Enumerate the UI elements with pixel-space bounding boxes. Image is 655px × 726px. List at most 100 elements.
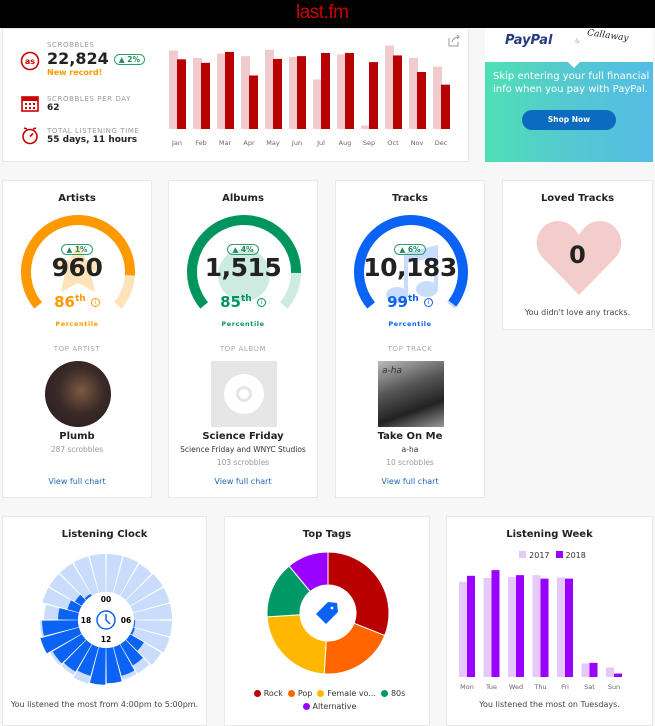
- month-bar-aug-previous[interactable]: [337, 54, 346, 129]
- week-bar-wed-2017[interactable]: [508, 577, 516, 677]
- view-full-chart-link[interactable]: View full chart: [214, 477, 272, 486]
- week-bar-sat-2017[interactable]: [581, 663, 590, 677]
- view-full-chart-link[interactable]: View full chart: [381, 477, 439, 486]
- clock-segment-22[interactable]: [73, 556, 99, 596]
- top-item-name[interactable]: Take On Me: [377, 431, 443, 442]
- top-item-name[interactable]: Science Friday: [202, 431, 284, 442]
- month-bar-may-current[interactable]: [273, 58, 282, 130]
- top-track-image[interactable]: a-ha: [378, 361, 444, 427]
- clock-segment-active-09[interactable]: [120, 640, 143, 666]
- month-bar-feb-previous[interactable]: [193, 57, 202, 130]
- month-bar-jul-previous[interactable]: [313, 79, 322, 129]
- tag-slice-4[interactable]: [288, 551, 329, 593]
- month-bar-jul-current[interactable]: [321, 52, 330, 129]
- month-bar-jun-current[interactable]: [297, 56, 306, 129]
- clock-segment-21[interactable]: [59, 563, 92, 600]
- tag-legend-item[interactable]: Rock: [249, 689, 283, 698]
- month-bar-mar-current[interactable]: [225, 51, 234, 129]
- info-icon[interactable]: i: [256, 298, 266, 307]
- month-bar-oct-current[interactable]: [393, 55, 402, 129]
- month-label: Sep: [363, 139, 375, 147]
- week-bar-fri-2018[interactable]: [565, 578, 573, 677]
- clock-segment-01[interactable]: [113, 556, 139, 596]
- clock-segment-active-06[interactable]: [133, 620, 136, 628]
- month-bar-feb-current[interactable]: [201, 62, 210, 129]
- change-badge: ▲ 4%: [227, 244, 259, 255]
- month-bar-aug-current[interactable]: [345, 52, 354, 129]
- tag-legend-item[interactable]: Pop: [283, 689, 312, 698]
- paypal-ad[interactable]: PayPal & Callaway Skip entering your ful…: [485, 28, 653, 162]
- info-icon[interactable]: i: [423, 298, 433, 307]
- clock-segment-active-20[interactable]: [75, 594, 86, 606]
- month-bar-may-previous[interactable]: [265, 49, 274, 129]
- clock-segment-23[interactable]: [89, 554, 106, 593]
- week-legend-2017[interactable]: 2017: [513, 551, 550, 560]
- clock-segment-active-10[interactable]: [113, 644, 135, 676]
- lastfm-logo[interactable]: last.fm: [296, 2, 349, 23]
- shop-now-button[interactable]: Shop Now: [522, 110, 616, 130]
- week-bar-sat-2018[interactable]: [589, 662, 598, 677]
- tag-slice-0[interactable]: [327, 551, 390, 637]
- month-bar-dec-current[interactable]: [441, 84, 450, 129]
- clock-segment-active-14[interactable]: [64, 640, 92, 672]
- tag-legend-item[interactable]: Alternative: [298, 702, 356, 711]
- clock-segment-00[interactable]: [106, 554, 123, 593]
- clock-segment-active-08[interactable]: [126, 634, 144, 651]
- info-icon[interactable]: i: [90, 298, 100, 307]
- share-icon[interactable]: [447, 33, 461, 47]
- week-bar-mon-2017[interactable]: [459, 581, 467, 677]
- clock-segment-06[interactable]: [133, 620, 172, 637]
- month-bar-sep-current[interactable]: [369, 62, 378, 129]
- clock-segment-active-21[interactable]: [84, 593, 92, 600]
- week-bar-wed-2018[interactable]: [516, 575, 524, 677]
- clock-segment-active-07[interactable]: [130, 627, 135, 635]
- top-album-image[interactable]: [211, 361, 277, 427]
- week-bar-thu-2018[interactable]: [540, 578, 549, 677]
- clock-segment-04[interactable]: [130, 587, 170, 613]
- clock-segment-07[interactable]: [130, 627, 170, 653]
- month-bar-apr-previous[interactable]: [241, 56, 250, 129]
- month-bar-dec-previous[interactable]: [433, 66, 442, 129]
- clock-segment-active-12[interactable]: [89, 647, 106, 685]
- scrobbles-change-badge: ▲ 2%: [113, 54, 145, 65]
- clock-segment-active-13[interactable]: [77, 644, 99, 676]
- tag-legend-item[interactable]: Female vo...: [312, 689, 376, 698]
- week-bar-fri-2017[interactable]: [557, 577, 565, 677]
- week-bar-tue-2017[interactable]: [483, 578, 492, 677]
- month-bar-oct-previous[interactable]: [385, 45, 394, 129]
- week-bar-tue-2018[interactable]: [491, 570, 500, 677]
- week-bar-sun-2018[interactable]: [614, 673, 622, 677]
- clock-segment-active-16[interactable]: [40, 627, 82, 654]
- month-bar-nov-previous[interactable]: [409, 57, 418, 130]
- month-bar-jan-previous[interactable]: [169, 50, 178, 129]
- listening-week-chart: Mon Tue Wed Thu Fri Sat Sun: [459, 570, 622, 691]
- week-bar-sun-2017[interactable]: [606, 667, 614, 677]
- clock-segment-active-17[interactable]: [42, 620, 79, 636]
- clock-segment-05[interactable]: [133, 603, 172, 620]
- month-label: Jan: [171, 139, 182, 147]
- week-bar-thu-2017[interactable]: [532, 575, 541, 677]
- percentile-label: Percentile: [221, 320, 265, 328]
- top-artist-image[interactable]: [45, 361, 111, 427]
- clock-segment-active-11[interactable]: [106, 647, 122, 684]
- tag-legend-item[interactable]: 80s: [376, 689, 405, 698]
- month-bar-nov-current[interactable]: [417, 71, 426, 129]
- clock-segment-03[interactable]: [126, 573, 163, 606]
- clock-segment-02[interactable]: [120, 563, 152, 600]
- week-bar-mon-2018[interactable]: [467, 575, 475, 677]
- clock-segment-20[interactable]: [49, 573, 86, 606]
- month-bar-mar-previous[interactable]: [217, 53, 226, 129]
- view-full-chart-link[interactable]: View full chart: [48, 477, 106, 486]
- month-bar-sep-previous[interactable]: [361, 125, 370, 129]
- top-item-name[interactable]: Plumb: [59, 431, 95, 442]
- clock-segment-active-18[interactable]: [58, 608, 79, 620]
- month-bar-apr-current[interactable]: [249, 75, 258, 129]
- clock-segment-active-15[interactable]: [52, 634, 86, 664]
- top-item-scrobbles: 103 scrobbles: [216, 458, 270, 467]
- month-bar-jan-current[interactable]: [177, 59, 186, 129]
- clock-segment-active-19[interactable]: [67, 600, 82, 613]
- month-bar-jun-previous[interactable]: [289, 56, 298, 130]
- tag-slice-2[interactable]: [266, 614, 327, 675]
- percentile-label: Percentile: [55, 320, 99, 328]
- week-legend-2018[interactable]: 2018: [550, 551, 586, 560]
